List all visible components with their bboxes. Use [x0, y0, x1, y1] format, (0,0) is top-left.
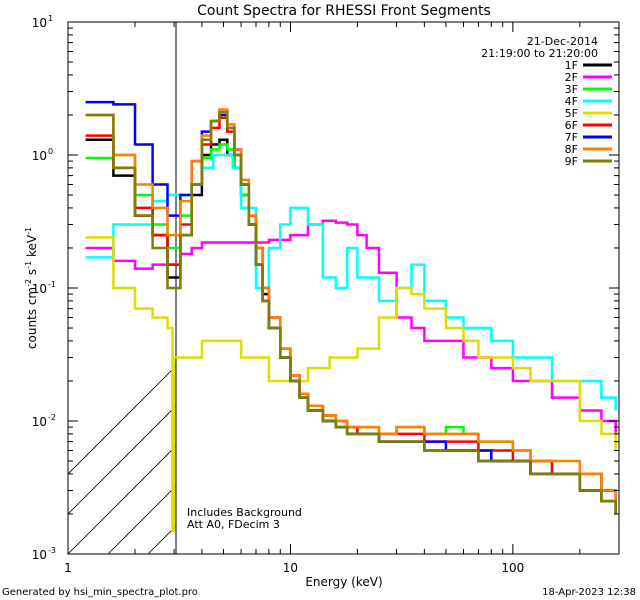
x-tick-label: 1: [64, 561, 72, 575]
y-axis-label-sup2: -1: [24, 261, 33, 269]
y-tick-base: 10: [32, 282, 47, 296]
y-tick-label: 10 -2: [32, 413, 56, 429]
series-line-1F: [85, 138, 617, 514]
y-tick-base: 10: [32, 415, 47, 429]
x-axis-label: Energy (keV): [305, 575, 382, 589]
axis-ticks: [67, 21, 620, 555]
x-tick-label: 10: [283, 561, 298, 575]
y-tick-base: 10: [32, 548, 47, 562]
legend-label: 9F: [565, 155, 578, 168]
annotation-attenuator: Att A0, FDecim 3: [187, 518, 280, 531]
y-tick-label: 10 0: [32, 147, 53, 163]
legend-item-7F: 7F: [565, 131, 612, 144]
legend-label: 1F: [565, 59, 578, 72]
legend: 21-Dec-2014 21:19:00 to 21:20:00 1F2F3F4…: [481, 35, 612, 168]
series-group: [85, 100, 617, 532]
series-line-8F: [85, 108, 617, 502]
y-axis-label-main: counts cm: [25, 287, 39, 349]
legend-time-range: 21:19:00 to 21:20:00: [481, 47, 598, 60]
legend-item-6F: 6F: [565, 119, 612, 132]
y-axis-label-end: keV: [25, 234, 39, 261]
y-tick-base: 10: [32, 149, 47, 163]
hatch-line: [68, 405, 176, 515]
y-tick-label: 10 -1: [32, 280, 56, 296]
legend-label: 8F: [565, 143, 578, 156]
y-tick-label: 10 -3: [32, 546, 56, 562]
x-tick-label: 100: [501, 561, 524, 575]
series-line-5F: [85, 236, 617, 532]
footer-generated-by: Generated by hsi_min_spectra_plot.pro: [2, 587, 198, 598]
legend-item-3F: 3F: [565, 83, 612, 96]
series-line-2F: [85, 219, 617, 434]
y-axis-label: counts cm-2 s-1 keV-1: [24, 227, 39, 349]
hatch-line: [68, 365, 176, 475]
series-line-6F: [85, 116, 617, 514]
series-line-3F: [85, 143, 617, 502]
y-tick-exponent: 1: [48, 14, 53, 23]
y-tick-exponent: -3: [48, 546, 56, 555]
x-tick-labels: 1 10 100: [64, 561, 524, 575]
legend-item-9F: 9F: [565, 155, 612, 168]
chart-title: Count Spectra for RHESSI Front Segments: [197, 3, 491, 19]
series-line-7F: [85, 100, 617, 514]
legend-label: 6F: [565, 119, 578, 132]
legend-label: 5F: [565, 107, 578, 120]
y-axis-label-sup3: -1: [24, 227, 33, 235]
hatched-threshold-region: [68, 365, 176, 554]
y-tick-exponent: -1: [48, 280, 56, 289]
series-line-4F: [85, 153, 617, 411]
y-tick-base: 10: [32, 16, 47, 30]
legend-label: 7F: [565, 131, 578, 144]
legend-item-4F: 4F: [565, 95, 612, 108]
legend-label: 2F: [565, 71, 578, 84]
legend-label: 4F: [565, 95, 578, 108]
legend-date: 21-Dec-2014: [527, 35, 598, 48]
legend-item-1F: 1F: [565, 59, 612, 72]
series-line-9F: [85, 110, 617, 514]
y-tick-exponent: 0: [48, 147, 53, 156]
footer-timestamp: 18-Apr-2023 12:38: [542, 587, 636, 598]
y-tick-label: 10 1: [32, 14, 53, 30]
annotation-background: Includes Background: [187, 506, 302, 519]
legend-label: 3F: [565, 83, 578, 96]
y-tick-exponent: -2: [48, 413, 56, 422]
hatch-line: [68, 445, 176, 554]
legend-item-8F: 8F: [565, 143, 612, 156]
y-axis-label-sup1: -2: [24, 279, 33, 287]
y-axis-label-mid: s: [25, 269, 39, 279]
legend-item-5F: 5F: [565, 107, 612, 120]
legend-item-2F: 2F: [565, 71, 612, 84]
